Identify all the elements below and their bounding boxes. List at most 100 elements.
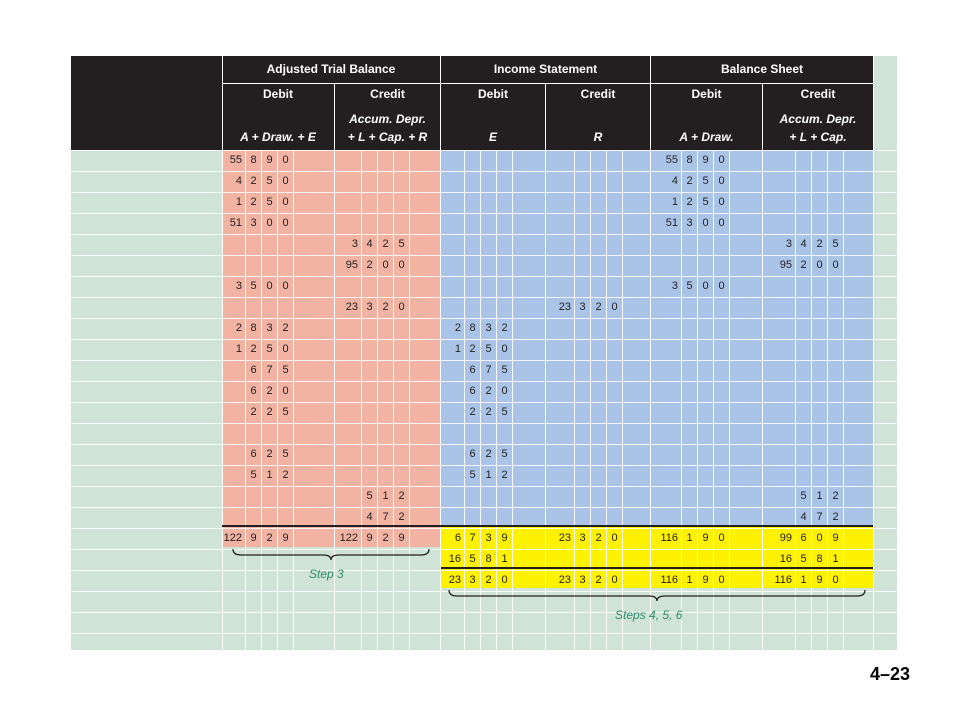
grid-row-line — [71, 381, 897, 382]
amount-digit: 6 — [469, 364, 476, 376]
amount-digit: 2 — [469, 343, 476, 355]
amount-digit: 0 — [611, 574, 618, 586]
amount-digit — [442, 382, 464, 401]
amount-digit: 0 — [832, 259, 839, 271]
amount-digit: 23 — [558, 532, 571, 544]
header-bs-debit: Debit — [691, 87, 722, 101]
amount-digit: 3 — [671, 280, 678, 292]
amount-digit: 8 — [469, 322, 476, 334]
header-divider-bs-mid — [762, 83, 763, 150]
amount-digit: 5 — [366, 490, 373, 502]
amount-digit: 5 — [800, 553, 807, 565]
amount-digit: 116 — [660, 532, 678, 544]
grid-col-line — [795, 150, 796, 650]
amount-digit: 2 — [595, 574, 602, 586]
amount-digit: 16 — [448, 553, 461, 565]
amount-digit: 6 — [250, 448, 257, 460]
amount-digit: 5 — [469, 469, 476, 481]
amount-digit: 9 — [816, 574, 823, 586]
amount-digit: 9 — [702, 154, 709, 166]
amount-digit: 4 — [366, 238, 373, 250]
amount-digit: 2 — [485, 448, 492, 460]
amount-digit: 5 — [702, 175, 709, 187]
grid-section-line — [222, 150, 223, 650]
grid-col-line — [512, 150, 513, 650]
amount-digit: 9 — [398, 532, 405, 544]
amount-digit: 4 — [800, 238, 807, 250]
header-band — [71, 56, 873, 150]
grid-col-line — [496, 150, 497, 650]
amount-digit: 9 — [832, 532, 839, 544]
amount-digit: 5 — [485, 343, 492, 355]
amount-digit: 8 — [485, 553, 492, 565]
amount-digit: 0 — [611, 301, 618, 313]
amount-digit: 16 — [779, 553, 792, 565]
header-divider-left — [222, 56, 223, 150]
amount-digit: 7 — [382, 511, 389, 523]
bs-credit-sub1: Accum. Depr. — [779, 112, 857, 126]
amount-digit: 5 — [501, 406, 508, 418]
amount-digit: 8 — [686, 154, 693, 166]
grid-col-line — [464, 150, 465, 650]
amount-digit: 0 — [282, 385, 289, 397]
amount-digit: 2 — [366, 259, 373, 271]
amount-digit: 0 — [282, 196, 289, 208]
amount-digit: 0 — [832, 574, 839, 586]
amount-digit: 2 — [485, 574, 492, 586]
amount-digit: 7 — [469, 532, 476, 544]
amount-digit: 0 — [501, 385, 508, 397]
grid-col-line — [827, 150, 828, 650]
grid-section-line — [545, 150, 546, 650]
amount-digit: 2 — [266, 532, 273, 544]
header-divider-right — [873, 56, 874, 150]
amount-digit: 1 — [235, 196, 242, 208]
total-rule-2 — [441, 567, 873, 569]
grid-row-line — [71, 255, 897, 256]
is-credit-sub: R — [593, 130, 603, 144]
bs-credit-sub2: + L + Cap. — [789, 130, 847, 144]
amount-digit: 1 — [671, 196, 678, 208]
amount-digit: 9 — [366, 532, 373, 544]
amount-digit — [442, 361, 464, 380]
grid-col-line — [361, 150, 362, 650]
atb-debit-sub: A + Draw. + E — [240, 130, 316, 144]
amount-digit: 1 — [485, 469, 492, 481]
amount-digit: 2 — [832, 490, 839, 502]
grid-row-line — [71, 276, 897, 277]
step3-label: Step 3 — [309, 567, 344, 581]
amount-digit: 2 — [686, 175, 693, 187]
grid-section-line — [762, 150, 763, 650]
steps456-brace — [448, 589, 866, 602]
amount-digit: 9 — [282, 532, 289, 544]
step3-brace — [232, 548, 430, 561]
amount-digit: 2 — [282, 322, 289, 334]
grid-col-line — [697, 150, 698, 650]
amount-digit: 2 — [382, 238, 389, 250]
grid-row-line — [71, 423, 897, 424]
income-statement-section — [441, 150, 873, 526]
amount-digit: 5 — [250, 280, 257, 292]
amount-digit: 1 — [800, 574, 807, 586]
total-rule — [222, 525, 873, 527]
amount-digit: 51 — [229, 217, 242, 229]
grid-row-line — [71, 171, 897, 172]
amount-digit: 0 — [718, 154, 725, 166]
amount-digit: 0 — [266, 280, 273, 292]
amount-digit: 2 — [501, 322, 508, 334]
amount-digit: 2 — [266, 385, 273, 397]
amount-digit: 3 — [579, 532, 586, 544]
grid-col-line — [606, 150, 607, 650]
amount-digit: 51 — [665, 217, 678, 229]
amount-digit — [223, 445, 245, 464]
amount-digit: 23 — [448, 574, 461, 586]
amount-digit: 0 — [501, 343, 508, 355]
amount-digit: 6 — [469, 385, 476, 397]
amount-digit — [223, 466, 245, 485]
amount-digit: 3 — [485, 322, 492, 334]
header-bs-credit: Credit — [800, 87, 836, 101]
amount-digit: 2 — [595, 532, 602, 544]
header-divider-is — [440, 56, 441, 150]
header-divider-atb-mid — [334, 83, 335, 150]
grid-col-line — [574, 150, 575, 650]
amount-digit: 2 — [454, 322, 461, 334]
